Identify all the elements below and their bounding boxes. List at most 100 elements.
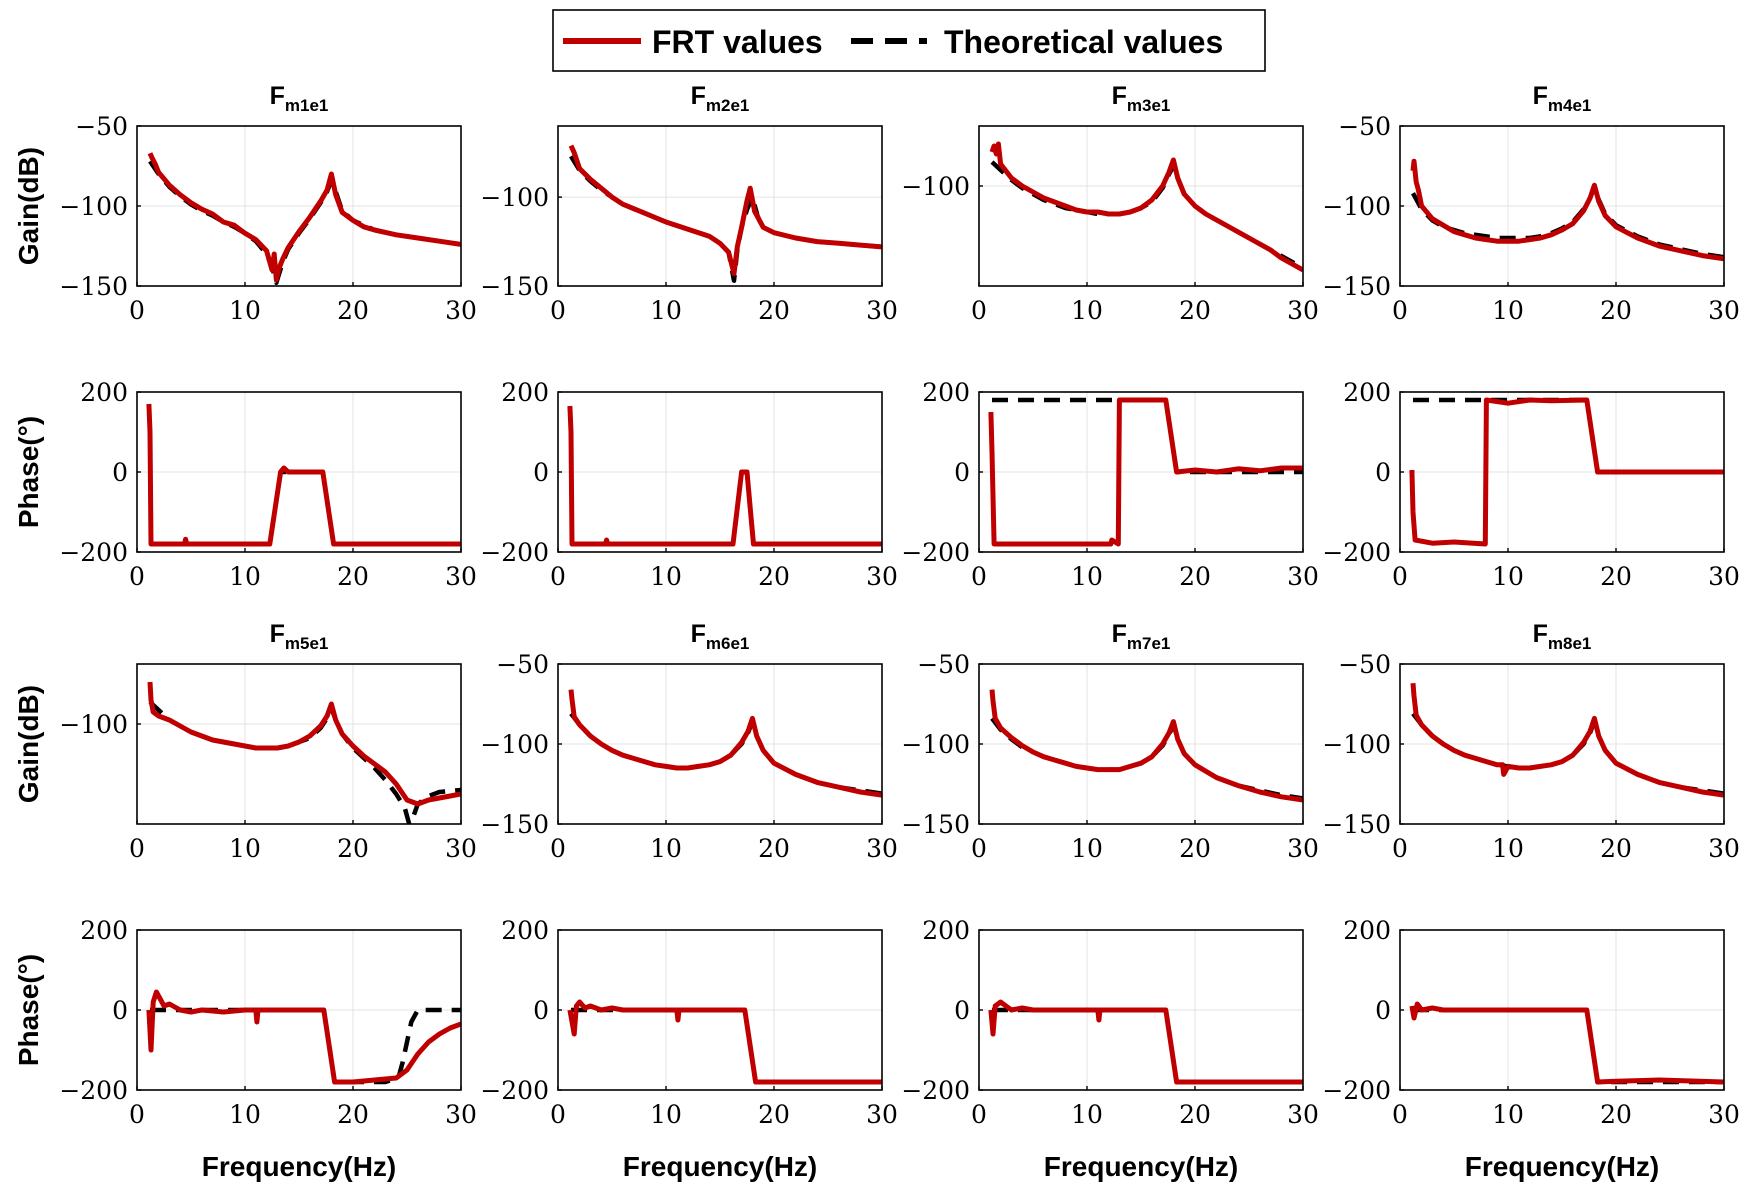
x-tick-label: 30 xyxy=(1708,296,1740,325)
y-axis-label: Phase(°) xyxy=(13,416,44,528)
subplot-title-subscript: m7e1 xyxy=(1127,634,1170,653)
frt-series-line xyxy=(568,689,882,798)
y-tick-label: 0 xyxy=(954,996,970,1025)
x-tick-label: 30 xyxy=(866,834,898,863)
x-tick-label: 0 xyxy=(1392,1100,1408,1129)
x-tick-label: 20 xyxy=(1179,296,1211,325)
x-axis-label: Frequency(Hz) xyxy=(623,1151,817,1182)
y-tick-label: −150 xyxy=(59,272,128,301)
x-tick-label: 10 xyxy=(229,562,261,591)
y-tick-label: 200 xyxy=(501,916,549,945)
subplot-title-main: F xyxy=(270,82,285,110)
x-tick-label: 10 xyxy=(1071,296,1103,325)
legend-frt-label: FRT values xyxy=(652,24,823,60)
x-tick-label: 30 xyxy=(1287,1100,1319,1129)
x-tick-label: 20 xyxy=(1179,562,1211,591)
x-tick-label: 10 xyxy=(650,562,682,591)
subplot-title: Fm5e1 xyxy=(270,620,329,653)
y-tick-label: 0 xyxy=(533,996,549,1025)
y-tick-label: 0 xyxy=(1375,458,1391,487)
y-axis-label: Phase(°) xyxy=(13,954,44,1066)
x-tick-label: 0 xyxy=(1392,296,1408,325)
subplot-12-gain: 0 10 20 30 −50 −100 −150 Fm8e1 xyxy=(1322,620,1740,863)
subplot-3-gain: 0 10 20 30 −100 Fm3e1 xyxy=(901,82,1319,325)
subplot-4-gain: 0 10 20 30 −50 −100 −150 Fm4e1 xyxy=(1322,82,1740,325)
frt-series-line xyxy=(567,999,882,1085)
x-tick-label: 0 xyxy=(129,834,145,863)
y-tick-label: 200 xyxy=(922,378,970,407)
x-tick-label: 0 xyxy=(129,1100,145,1129)
x-tick-label: 30 xyxy=(445,562,477,591)
y-tick-label: −200 xyxy=(901,1076,970,1105)
y-tick-label: 200 xyxy=(1343,916,1391,945)
x-tick-label: 20 xyxy=(1600,1100,1632,1129)
subplot-title-main: F xyxy=(1112,620,1127,648)
x-tick-label: 30 xyxy=(1708,834,1740,863)
x-tick-label: 20 xyxy=(1600,834,1632,863)
subplot-title-subscript: m5e1 xyxy=(285,634,328,653)
theoretical-series-line xyxy=(990,160,1303,270)
x-tick-label: 0 xyxy=(1392,834,1408,863)
y-tick-label: 0 xyxy=(112,458,128,487)
subplot-title: Fm7e1 xyxy=(1112,620,1171,653)
subplot-title-main: F xyxy=(691,82,706,110)
x-tick-label: 20 xyxy=(337,1100,369,1129)
x-tick-label: 30 xyxy=(866,562,898,591)
x-tick-label: 10 xyxy=(229,1100,261,1129)
subplot-title-subscript: m2e1 xyxy=(706,96,749,115)
x-tick-label: 30 xyxy=(1708,562,1740,591)
x-tick-label: 20 xyxy=(758,834,790,863)
x-tick-label: 30 xyxy=(866,296,898,325)
frt-series-line xyxy=(147,152,461,283)
x-tick-label: 10 xyxy=(229,834,261,863)
subplot-title: Fm6e1 xyxy=(691,620,750,653)
x-tick-label: 30 xyxy=(1287,834,1319,863)
y-tick-label: −50 xyxy=(496,650,549,679)
axes-box xyxy=(978,125,1304,287)
legend-theory-label: Theoretical values xyxy=(944,24,1223,60)
x-tick-label: 20 xyxy=(758,562,790,591)
subplot-title: Fm4e1 xyxy=(1533,82,1592,115)
x-tick-label: 10 xyxy=(1492,1100,1524,1129)
y-tick-label: −100 xyxy=(480,730,549,759)
x-tick-label: 0 xyxy=(129,562,145,591)
x-tick-label: 20 xyxy=(337,562,369,591)
subplot-title-main: F xyxy=(270,620,285,648)
y-tick-label: −100 xyxy=(901,172,970,201)
theoretical-series-line xyxy=(1413,397,1724,475)
subplot-2-gain: 0 10 20 30 −100 −150 Fm2e1 xyxy=(480,82,898,325)
x-tick-label: 10 xyxy=(1492,834,1524,863)
x-tick-label: 0 xyxy=(971,296,987,325)
subplot-10-gain: 0 10 20 30 −50 −100 −150 Fm6e1 xyxy=(480,620,898,863)
subplot-title-main: F xyxy=(1533,82,1548,110)
frt-series-line xyxy=(988,397,1303,547)
y-axis-label: Gain(dB) xyxy=(13,147,44,265)
legend-box xyxy=(552,9,1266,72)
x-tick-label: 20 xyxy=(337,834,369,863)
y-tick-label: −100 xyxy=(480,183,549,212)
y-tick-label: −150 xyxy=(1322,810,1391,839)
subplot-title-main: F xyxy=(691,620,706,648)
frt-series-line xyxy=(146,403,461,547)
y-tick-label: −200 xyxy=(59,538,128,567)
y-tick-label: −150 xyxy=(480,810,549,839)
x-tick-label: 20 xyxy=(1600,562,1632,591)
x-tick-label: 30 xyxy=(1708,1100,1740,1129)
legend: FRT values Theoretical values xyxy=(552,9,1266,72)
subplot-title-subscript: m8e1 xyxy=(1548,634,1591,653)
x-tick-label: 20 xyxy=(1179,1100,1211,1129)
y-tick-label: 200 xyxy=(80,378,128,407)
x-tick-label: 0 xyxy=(1392,562,1408,591)
y-tick-label: −200 xyxy=(1322,538,1391,567)
subplot-title-main: F xyxy=(1533,620,1548,648)
y-tick-label: 200 xyxy=(1343,378,1391,407)
subplot-title: Fm1e1 xyxy=(270,82,329,115)
